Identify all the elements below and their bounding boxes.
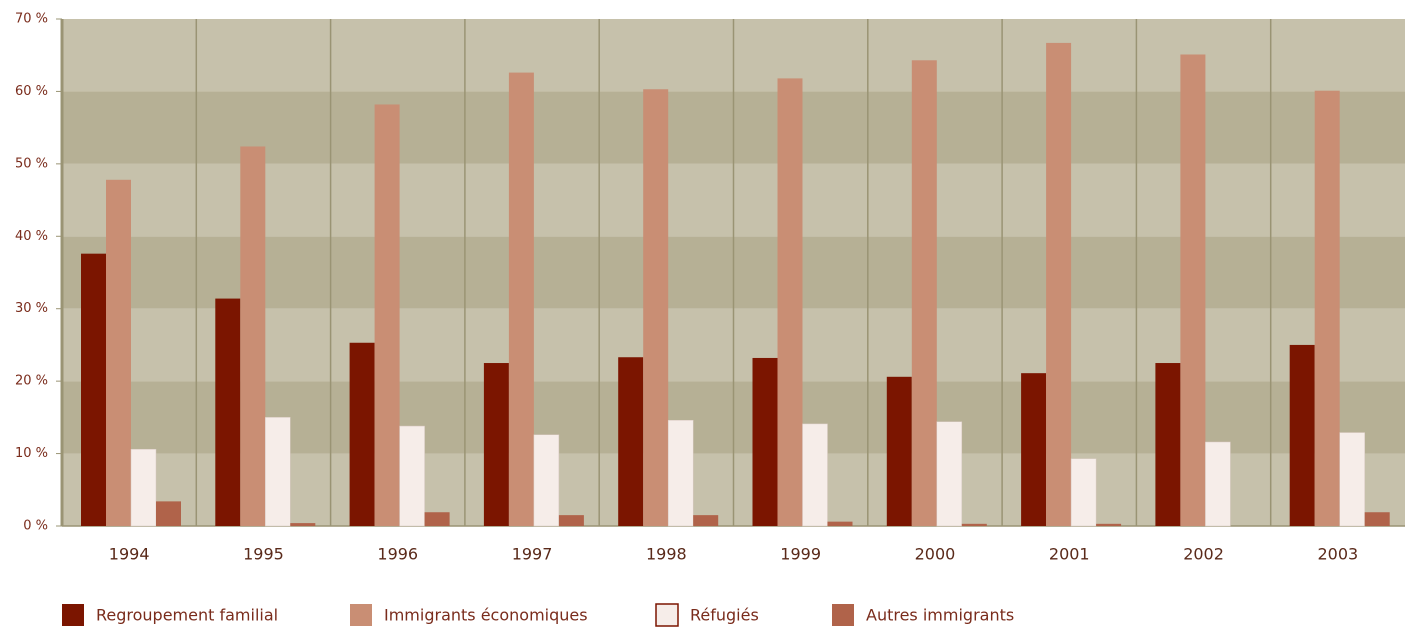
x-tick-label: 2000: [915, 545, 956, 564]
legend-swatch: [832, 604, 854, 626]
bar: [215, 298, 241, 526]
bar: [1096, 523, 1122, 526]
bar: [374, 104, 400, 527]
x-tick-label: 2002: [1183, 545, 1224, 564]
bar: [290, 523, 316, 526]
legend-swatch: [655, 603, 679, 627]
bar: [508, 72, 534, 527]
legend-label: Autres immigrants: [866, 606, 1014, 625]
bar: [240, 146, 266, 526]
bar: [936, 421, 963, 527]
bar: [349, 342, 375, 526]
x-tick-label: 1997: [512, 545, 553, 564]
bar: [130, 448, 157, 527]
bar: [1205, 441, 1231, 527]
bar: [81, 253, 106, 526]
bar: [265, 417, 291, 527]
bar: [1155, 363, 1181, 526]
bar: [618, 357, 644, 526]
legend-label: Réfugiés: [690, 606, 759, 625]
x-tick-label: 1996: [377, 545, 418, 564]
x-tick-label: 2001: [1049, 545, 1090, 564]
bar: [777, 78, 803, 527]
y-tick-label: 50 %: [15, 156, 48, 171]
legend-label: Regroupement familial: [96, 606, 278, 625]
bar: [1339, 432, 1365, 527]
bar: [533, 434, 560, 527]
bar: [399, 425, 425, 527]
legend-swatch: [350, 604, 372, 626]
bar: [156, 501, 181, 526]
bar: [1046, 42, 1072, 526]
bar: [643, 89, 669, 527]
legend-swatch: [62, 604, 84, 626]
bar: [1314, 90, 1340, 526]
bar: [424, 512, 450, 526]
y-tick-label: 60 %: [15, 84, 48, 99]
bar: [1364, 512, 1390, 526]
x-tick-label: 1994: [109, 545, 150, 564]
bar: [558, 515, 584, 526]
bar: [886, 376, 912, 526]
bar: [752, 357, 778, 526]
bar: [802, 423, 828, 527]
bar: [1021, 373, 1047, 526]
bar: [1070, 458, 1097, 527]
legend-label: Immigrants économiques: [384, 606, 588, 625]
y-tick-label: 70 %: [15, 12, 48, 27]
bar: [961, 523, 987, 526]
bar: [1180, 54, 1206, 527]
x-tick-label: 1998: [646, 545, 687, 564]
bar: [693, 515, 719, 526]
bar: [483, 363, 509, 526]
bar: [667, 420, 694, 527]
x-tick-label: 1999: [780, 545, 821, 564]
y-tick-label: 10 %: [15, 446, 48, 461]
y-tick-label: 40 %: [15, 229, 48, 244]
y-tick-label: 20 %: [15, 374, 48, 389]
bar: [827, 521, 853, 526]
y-tick-label: 30 %: [15, 301, 48, 316]
bar: [911, 60, 937, 526]
y-tick-label: 0 %: [23, 519, 48, 534]
x-tick-label: 2003: [1317, 545, 1358, 564]
bar: [1289, 344, 1315, 526]
x-tick-label: 1995: [243, 545, 284, 564]
bar: [106, 179, 131, 526]
